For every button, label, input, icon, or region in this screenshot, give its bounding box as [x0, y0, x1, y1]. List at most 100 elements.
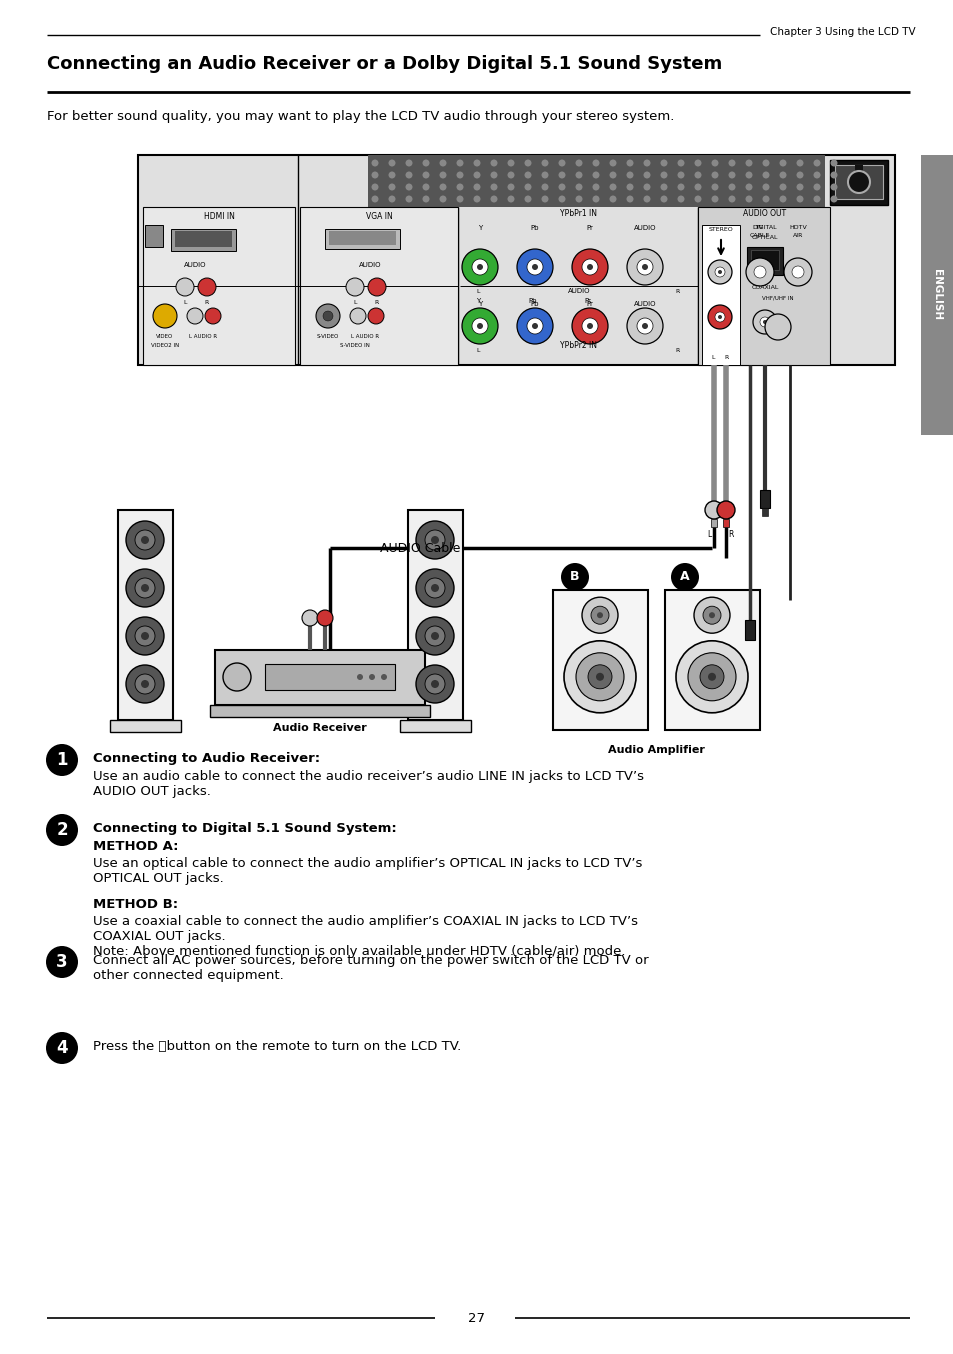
- Circle shape: [728, 184, 735, 191]
- Text: AUDIO: AUDIO: [567, 288, 590, 294]
- Text: S-VIDEO IN: S-VIDEO IN: [339, 343, 370, 348]
- Bar: [746, 246, 782, 275]
- Text: Y: Y: [477, 225, 481, 232]
- Text: VGA IN: VGA IN: [365, 213, 392, 221]
- Circle shape: [609, 184, 616, 191]
- Bar: [214, 650, 424, 705]
- Circle shape: [637, 259, 652, 275]
- Circle shape: [175, 278, 193, 297]
- Circle shape: [779, 195, 785, 203]
- Circle shape: [761, 172, 769, 179]
- Circle shape: [315, 305, 339, 328]
- Circle shape: [405, 172, 412, 179]
- Circle shape: [717, 501, 734, 519]
- Text: COAXIAL: COAXIAL: [751, 284, 778, 290]
- Circle shape: [524, 160, 531, 167]
- Circle shape: [368, 307, 384, 324]
- Circle shape: [126, 569, 164, 607]
- Circle shape: [575, 172, 582, 179]
- Circle shape: [126, 665, 164, 703]
- Circle shape: [576, 653, 623, 701]
- Text: 1: 1: [56, 751, 68, 769]
- Circle shape: [439, 172, 446, 179]
- Circle shape: [637, 318, 652, 334]
- Circle shape: [779, 172, 785, 179]
- Text: Use an audio cable to connect the audio receiver’s audio LINE IN jacks to LCD TV: Use an audio cable to connect the audio …: [92, 770, 643, 798]
- Circle shape: [626, 172, 633, 179]
- Circle shape: [813, 172, 820, 179]
- Circle shape: [590, 607, 608, 624]
- Text: L: L: [353, 301, 356, 305]
- Circle shape: [704, 501, 722, 519]
- Circle shape: [707, 673, 716, 681]
- Circle shape: [728, 172, 735, 179]
- Text: YPbPr1 IN: YPbPr1 IN: [560, 209, 597, 218]
- Circle shape: [517, 307, 553, 344]
- Circle shape: [346, 278, 364, 297]
- Circle shape: [507, 160, 514, 167]
- Bar: [722, 519, 728, 527]
- Circle shape: [490, 184, 497, 191]
- Circle shape: [323, 311, 333, 321]
- Text: OPTICAL: OPTICAL: [751, 236, 778, 240]
- Bar: [829, 160, 887, 204]
- Circle shape: [761, 160, 769, 167]
- Circle shape: [558, 195, 565, 203]
- Circle shape: [783, 259, 811, 286]
- Circle shape: [369, 674, 375, 680]
- Circle shape: [813, 160, 820, 167]
- Text: DIGITAL: DIGITAL: [752, 225, 777, 230]
- Text: TV: TV: [755, 225, 763, 230]
- Circle shape: [563, 640, 636, 712]
- Circle shape: [677, 160, 684, 167]
- Circle shape: [626, 160, 633, 167]
- Text: Audio Amplifier: Audio Amplifier: [607, 745, 703, 756]
- Text: Pb: Pb: [530, 301, 538, 307]
- Bar: [138, 154, 894, 366]
- Text: Connecting an Audio Receiver or a Dolby Digital 5.1 Sound System: Connecting an Audio Receiver or a Dolby …: [47, 56, 721, 73]
- Text: L: L: [183, 301, 187, 305]
- Text: CABLE: CABLE: [749, 233, 769, 238]
- Circle shape: [507, 195, 514, 203]
- Circle shape: [476, 264, 482, 269]
- Bar: [110, 720, 181, 733]
- Circle shape: [581, 597, 618, 634]
- Circle shape: [541, 184, 548, 191]
- Text: AUDIO OUT: AUDIO OUT: [742, 209, 785, 218]
- Circle shape: [711, 184, 718, 191]
- Bar: [760, 490, 769, 508]
- Text: Pr: Pr: [586, 301, 593, 307]
- Bar: [854, 165, 862, 181]
- Text: S-VIDEO: S-VIDEO: [316, 334, 339, 338]
- Bar: [145, 225, 163, 246]
- Circle shape: [830, 184, 837, 191]
- Circle shape: [609, 160, 616, 167]
- Circle shape: [431, 536, 438, 544]
- Circle shape: [439, 184, 446, 191]
- Circle shape: [643, 172, 650, 179]
- Circle shape: [46, 1032, 78, 1064]
- Bar: [210, 705, 430, 718]
- Circle shape: [728, 160, 735, 167]
- Circle shape: [586, 264, 593, 269]
- Circle shape: [198, 278, 215, 297]
- Circle shape: [670, 563, 699, 590]
- Circle shape: [541, 160, 548, 167]
- Text: Audio Receiver: Audio Receiver: [273, 723, 367, 733]
- Circle shape: [592, 195, 598, 203]
- Circle shape: [424, 529, 444, 550]
- Circle shape: [762, 320, 766, 324]
- Circle shape: [371, 195, 378, 203]
- Circle shape: [371, 184, 378, 191]
- Circle shape: [659, 184, 667, 191]
- Circle shape: [141, 632, 149, 640]
- Circle shape: [416, 521, 454, 559]
- Text: Pr: Pr: [586, 225, 593, 232]
- Circle shape: [532, 324, 537, 329]
- Circle shape: [422, 160, 429, 167]
- Circle shape: [677, 172, 684, 179]
- Circle shape: [676, 640, 747, 712]
- Circle shape: [456, 195, 463, 203]
- Circle shape: [659, 172, 667, 179]
- Text: R: R: [727, 529, 733, 539]
